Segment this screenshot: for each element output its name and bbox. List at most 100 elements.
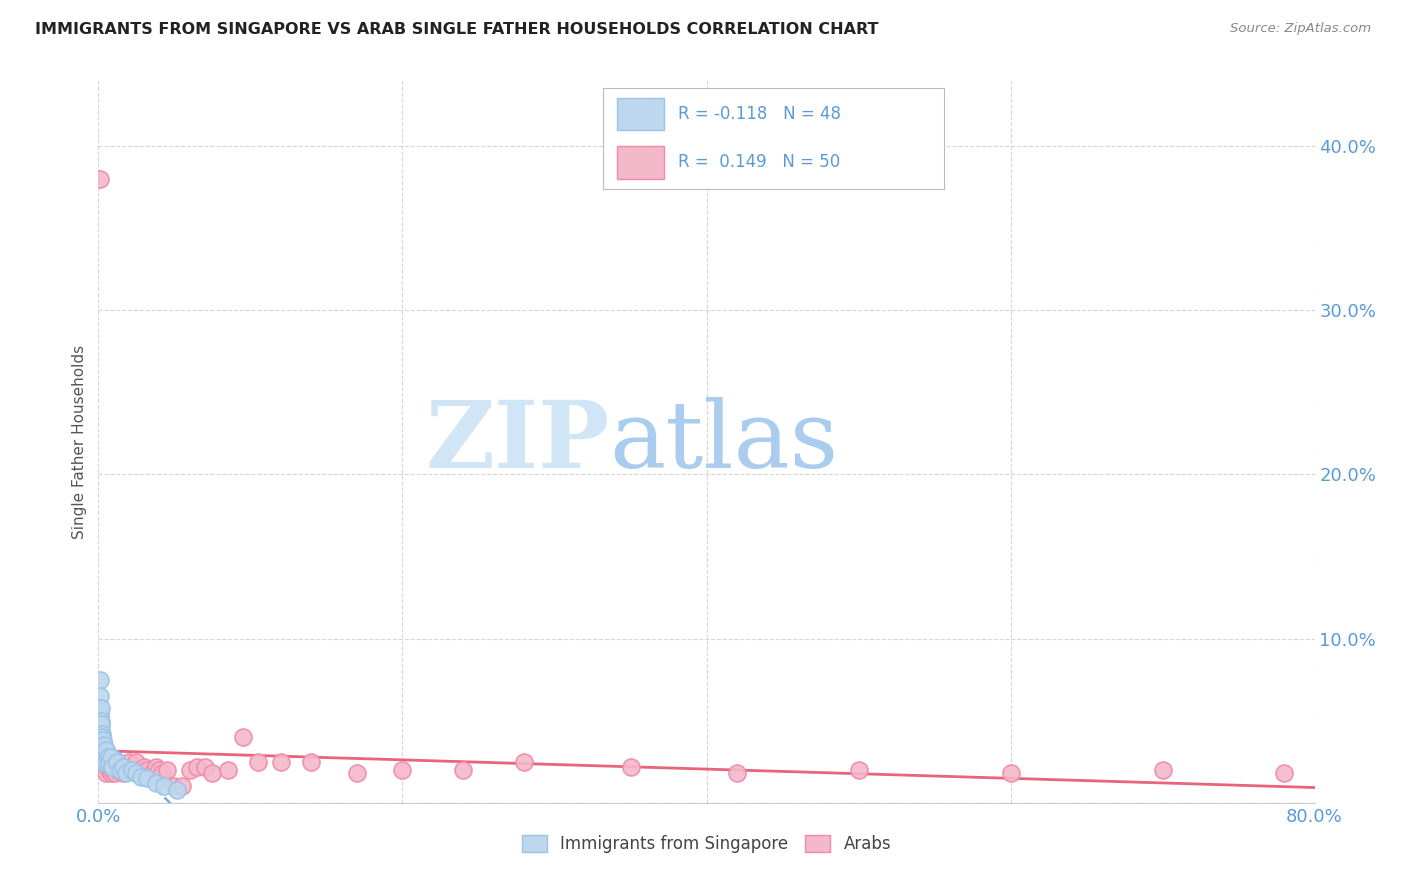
Point (90, 727, 112, 741)
Point (513, 755, 536, 769)
Point (91, 733, 114, 747)
Point (118, 755, 141, 769)
Point (148, 763, 170, 777)
Point (114, 763, 136, 777)
Point (141, 766, 163, 780)
Point (90, 755, 112, 769)
Point (105, 755, 128, 769)
Point (91, 743, 114, 757)
Point (453, 763, 475, 777)
Point (107, 763, 129, 777)
Legend: Immigrants from Singapore, Arabs: Immigrants from Singapore, Arabs (516, 828, 897, 860)
Point (1152, 763, 1174, 777)
Point (90, 722, 112, 736)
Point (125, 766, 148, 780)
Point (114, 766, 136, 780)
Point (91, 743, 114, 757)
Point (391, 763, 413, 777)
Point (132, 760, 155, 774)
Point (90, 717, 112, 731)
Point (93, 739, 115, 753)
Point (848, 763, 870, 777)
Point (90, 714, 112, 728)
Point (90, 739, 112, 753)
Point (103, 760, 125, 774)
Point (89, 706, 111, 720)
Point (346, 766, 368, 780)
Point (93, 756, 115, 771)
Text: atlas: atlas (609, 397, 838, 486)
Point (110, 760, 132, 774)
Point (145, 760, 167, 774)
Point (90, 730, 112, 744)
Point (111, 766, 134, 780)
Point (166, 782, 188, 797)
Point (217, 763, 239, 777)
Point (101, 763, 124, 777)
Point (89, 171, 111, 186)
Point (90, 717, 112, 731)
Point (94, 755, 117, 769)
Point (94, 743, 117, 757)
Point (108, 763, 131, 777)
Point (98, 763, 121, 777)
Point (152, 780, 174, 794)
Point (94, 766, 117, 780)
Point (90, 733, 112, 747)
Text: ZIP: ZIP (425, 397, 609, 486)
Point (136, 763, 159, 777)
Point (90, 727, 112, 741)
Point (150, 766, 173, 780)
Point (100, 766, 122, 780)
Point (145, 776, 167, 790)
Point (89, 706, 111, 720)
Point (100, 749, 122, 764)
Point (125, 755, 148, 769)
Point (90, 700, 112, 714)
Point (89, 673, 111, 687)
Point (96, 749, 118, 764)
Point (91, 747, 114, 761)
Point (129, 763, 152, 777)
Point (129, 770, 152, 784)
Point (725, 766, 748, 780)
Y-axis label: Single Father Households: Single Father Households (72, 344, 87, 539)
Point (89, 722, 111, 736)
Point (163, 780, 186, 794)
Point (91, 755, 114, 769)
Point (1000, 766, 1022, 780)
Point (89, 710, 111, 724)
Point (179, 763, 201, 777)
Point (201, 766, 224, 780)
Point (156, 763, 179, 777)
Point (98, 755, 121, 769)
Point (89, 689, 111, 703)
Point (101, 760, 124, 774)
Point (104, 766, 127, 780)
Point (111, 760, 134, 774)
Point (619, 760, 641, 774)
Point (89, 733, 111, 747)
Text: IMMIGRANTS FROM SINGAPORE VS ARAB SINGLE FATHER HOUSEHOLDS CORRELATION CHART: IMMIGRANTS FROM SINGAPORE VS ARAB SINGLE… (35, 22, 879, 37)
Point (270, 755, 292, 769)
Point (90, 739, 112, 753)
Text: Source: ZipAtlas.com: Source: ZipAtlas.com (1230, 22, 1371, 36)
Point (90, 739, 112, 753)
Point (1272, 766, 1295, 780)
Point (247, 755, 270, 769)
Point (299, 755, 322, 769)
Point (93, 747, 115, 761)
Point (232, 730, 254, 744)
Point (136, 771, 159, 785)
Point (89, 727, 111, 741)
Point (90, 741, 112, 756)
Point (89, 717, 111, 731)
Point (94, 755, 117, 769)
Point (121, 763, 143, 777)
Point (93, 755, 115, 769)
Point (186, 760, 208, 774)
Point (89, 700, 111, 714)
Point (121, 763, 143, 777)
Point (105, 755, 128, 769)
Point (194, 760, 217, 774)
